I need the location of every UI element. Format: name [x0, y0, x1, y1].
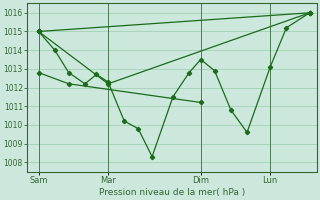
X-axis label: Pression niveau de la mer( hPa ): Pression niveau de la mer( hPa ) — [99, 188, 245, 197]
